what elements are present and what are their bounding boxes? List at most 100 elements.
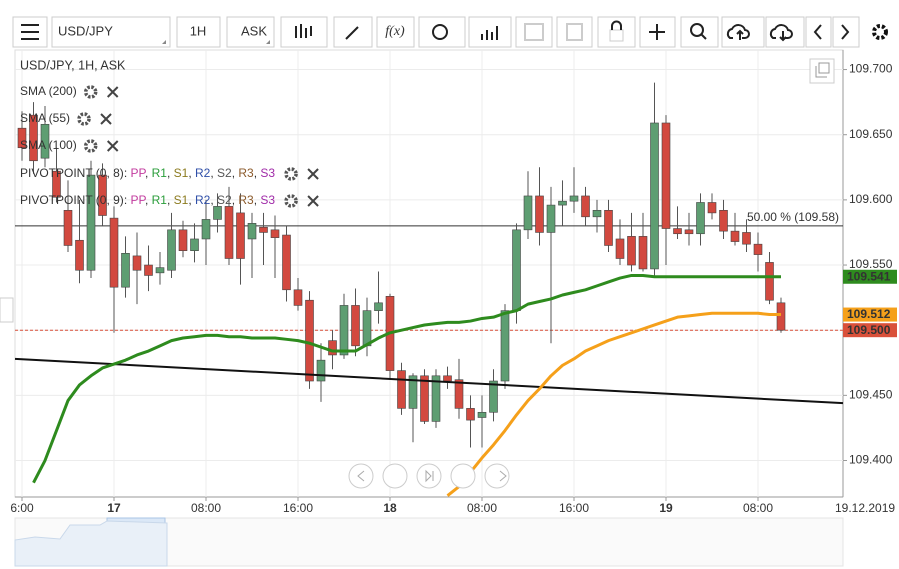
indicators-button[interactable]	[468, 16, 512, 48]
candle-body	[581, 195, 590, 218]
dropdown-mark	[162, 40, 166, 44]
settings-icon[interactable]	[872, 24, 888, 40]
candle-body	[558, 200, 567, 206]
prev-icon	[813, 24, 822, 40]
candle-body	[247, 223, 257, 240]
function-text: f(x)	[385, 24, 405, 39]
candle-body	[236, 212, 245, 259]
settings-icon[interactable]	[83, 85, 98, 99]
news-button[interactable]	[556, 16, 593, 48]
settings-icon[interactable]	[284, 194, 298, 208]
candle-body	[420, 375, 429, 422]
candle-body	[638, 236, 648, 270]
candle-body	[75, 239, 84, 271]
chart-type-button[interactable]	[280, 16, 328, 48]
sma-line	[446, 311, 781, 497]
last-value-box	[843, 269, 897, 284]
candle-body	[466, 408, 475, 421]
remove-icon[interactable]	[106, 86, 119, 98]
popout-button[interactable]	[809, 58, 835, 84]
settings-icon[interactable]	[284, 167, 298, 181]
candle-body	[604, 209, 613, 246]
candle-body	[270, 229, 280, 238]
remove-icon[interactable]	[100, 113, 112, 125]
candles-icon	[295, 24, 312, 38]
candle-body	[569, 195, 579, 202]
candle-body	[29, 114, 38, 162]
candle-body	[477, 411, 487, 418]
pivot-text: PIVOTPOINT (0, 9)	[20, 193, 124, 207]
settings-icon[interactable]	[83, 139, 98, 153]
candle-body	[224, 206, 234, 259]
settings-icon[interactable]	[77, 112, 91, 126]
y-tick-label: 109.600	[849, 192, 893, 206]
candle-body	[144, 264, 153, 276]
side-select[interactable]	[226, 16, 275, 48]
pivot-text: ,	[254, 166, 261, 180]
nav-right[interactable]	[484, 463, 510, 489]
candle-body	[52, 170, 61, 198]
candle-body	[431, 375, 441, 422]
candle-body	[362, 310, 372, 347]
candle-body	[535, 195, 544, 233]
candle-body	[17, 127, 27, 149]
candle-body	[167, 229, 176, 271]
nav-zoom-out[interactable]	[382, 463, 408, 489]
remove-icon[interactable]	[307, 195, 319, 207]
pivot-text: PP	[130, 166, 146, 180]
last-value-box	[843, 307, 897, 322]
side-text: ASK	[241, 23, 267, 38]
candle-body	[489, 380, 498, 413]
nav-left[interactable]	[348, 463, 374, 489]
side-handle[interactable]	[0, 297, 14, 323]
candle-body	[408, 375, 418, 409]
candle-body	[512, 229, 521, 311]
last-value-text: 109.512	[847, 307, 891, 321]
download-icon	[769, 24, 793, 42]
remove-icon[interactable]	[106, 140, 119, 152]
menu-icon	[21, 24, 39, 40]
candle-body	[178, 229, 188, 251]
pencil-icon	[345, 26, 359, 40]
sma-line	[32, 273, 781, 484]
candle-body	[742, 232, 751, 245]
info-icon	[432, 24, 448, 40]
x-tick-label: 16:00	[283, 501, 313, 515]
candle-body	[109, 217, 119, 288]
bars-icon	[481, 26, 498, 40]
lock-shackle	[611, 20, 622, 30]
prev-button[interactable]	[805, 16, 832, 48]
x-tick-label: 08:00	[743, 501, 773, 515]
candle-body	[765, 262, 774, 301]
remove-icon[interactable]	[307, 168, 319, 180]
pivot-text: ,	[232, 193, 239, 207]
marks: 50.00 % (109.58) 109.541 109.512 109.500	[14, 82, 897, 497]
pivot-text: ,	[210, 166, 217, 180]
nav-zoom-in[interactable]	[450, 463, 476, 489]
candle-body	[397, 370, 406, 409]
symbol-select[interactable]	[51, 16, 171, 48]
candle-body	[546, 204, 556, 233]
function-button[interactable]	[376, 16, 415, 48]
interval-select[interactable]	[176, 16, 221, 48]
pivot-text: R2	[195, 166, 211, 180]
zoom-handle	[700, 33, 707, 40]
next-button[interactable]	[832, 16, 860, 48]
candle-body	[696, 202, 705, 235]
pivot-text: S2	[217, 166, 232, 180]
zoom-button[interactable]	[680, 16, 719, 48]
pivot-text: :	[124, 166, 131, 180]
pivot-entry: PIVOTPOINT (0, 8): PP, R1, S1, R2, S2, R…	[20, 166, 275, 180]
candle-body	[293, 289, 303, 306]
date-label: 19.12.2019	[835, 501, 895, 515]
pivot-text: :	[124, 193, 131, 207]
info-button[interactable]	[418, 16, 466, 48]
pivot-text: ,	[232, 166, 239, 180]
popout-icon	[815, 62, 830, 78]
candle-body	[316, 359, 326, 382]
x-tick-label: 08:00	[191, 501, 221, 515]
nav-reset[interactable]	[416, 463, 442, 489]
candle-body	[86, 174, 96, 271]
pivot-text: S3	[260, 193, 275, 207]
